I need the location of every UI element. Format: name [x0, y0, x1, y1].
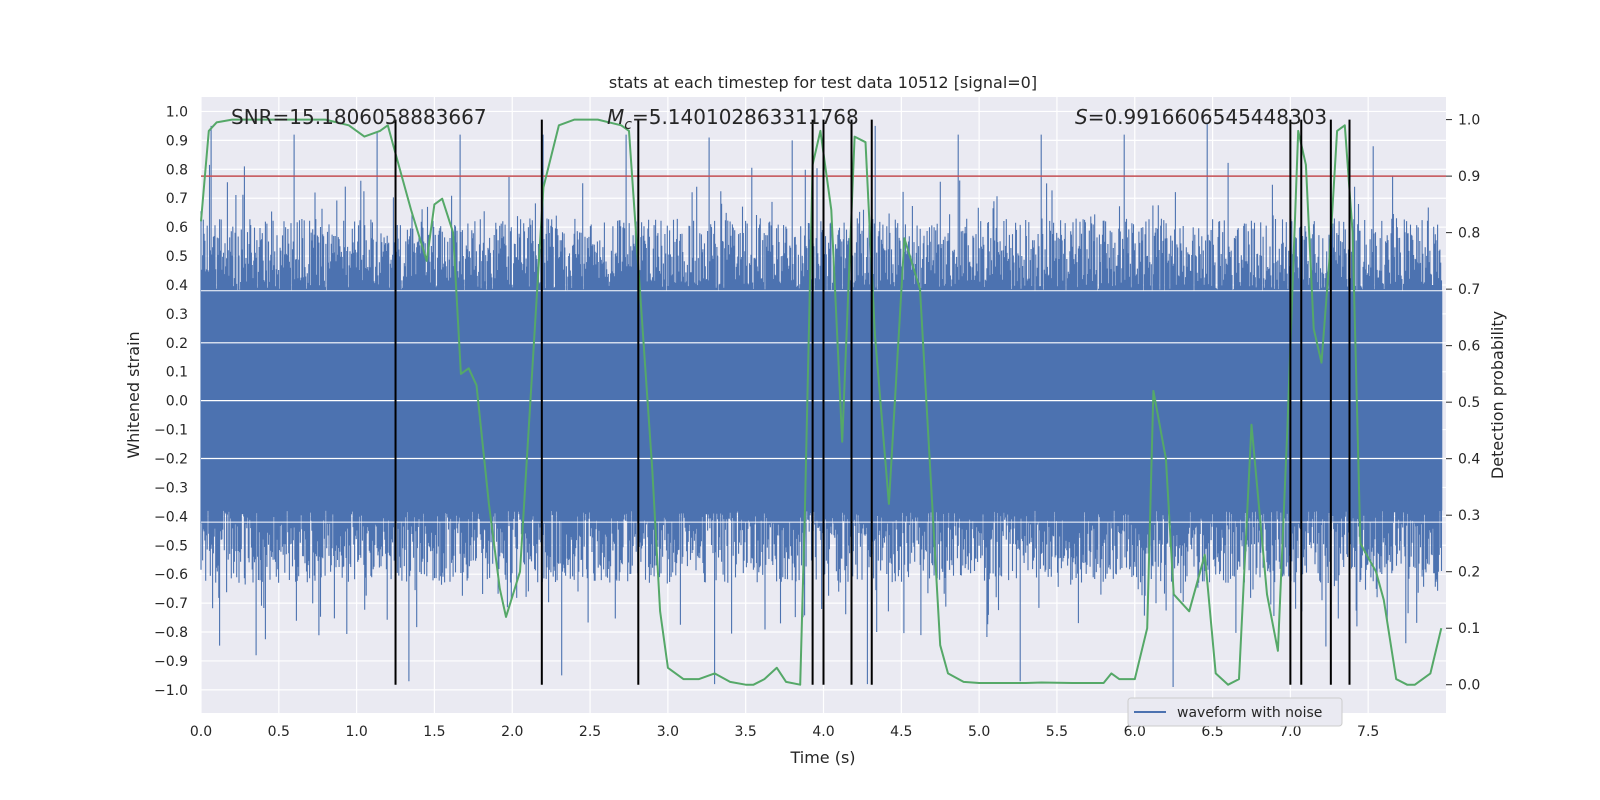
y-left-tick-label: −0.9: [154, 654, 188, 670]
y-left-tick-label: −0.5: [154, 538, 188, 554]
s-symbol: S: [1075, 105, 1088, 129]
x-tick-label: 1.0: [345, 724, 367, 740]
y-left-tick-label: 0.2: [166, 336, 188, 352]
detection-markers: [394, 119, 1351, 685]
s-value: =0.9916606545448303: [1088, 105, 1327, 129]
y-left-tick-label: 0.7: [166, 191, 188, 207]
x-axis-ticks: 0.0 0.5 1.0 1.5 2.0 2.5 3.0 3.5 4.0 4.5 5.0 5.5 6.0 6…: [190, 724, 1379, 740]
x-tick-label: 1.5: [423, 724, 445, 740]
y-axis-left-label: Whitened strain: [124, 331, 143, 458]
y-right-tick-label: 0.5: [1458, 395, 1480, 411]
y-right-tick-label: 0.1: [1458, 621, 1480, 637]
legend-box: [1127, 697, 1343, 727]
x-tick-label: 0.0: [190, 724, 212, 740]
y-axis-right-label: Detection probability: [1488, 311, 1507, 479]
y-right-tick-label: 0.3: [1458, 508, 1480, 524]
snr-annotation: SNR=15.1806058883667: [231, 105, 487, 129]
y-right-tick-label: 0.8: [1458, 226, 1480, 242]
y-left-tick-label: 0.1: [166, 365, 188, 381]
x-axis-label: Time (s): [789, 748, 855, 767]
x-tick-label: 0.5: [268, 724, 290, 740]
legend: waveform with noise: [1127, 697, 1343, 727]
y-right-tick-label: 1.0: [1458, 113, 1480, 129]
y-right-tick-label: 0.0: [1458, 678, 1480, 694]
chirp-mass-value: =5.140102863311768: [632, 105, 859, 129]
y-right-tick-label: 0.7: [1458, 282, 1480, 298]
x-tick-label: 2.0: [501, 724, 523, 740]
y-right-tick-label: 0.4: [1458, 452, 1480, 468]
y-axis-left-ticks: 1.0 0.9 0.8 0.7 0.6 0.5 0.4 0.3 0.2 0.1 0.0 −0.1 −0.…: [154, 104, 188, 698]
x-tick-label: 3.5: [735, 724, 757, 740]
x-tick-label: 7.5: [1357, 724, 1379, 740]
chart-title: stats at each timestep for test data 105…: [609, 73, 1037, 92]
x-tick-label: 5.5: [1046, 724, 1068, 740]
y-left-tick-label: 0.5: [166, 249, 188, 265]
y-left-tick-label: −0.6: [154, 567, 188, 583]
y-left-tick-label: 1.0: [166, 104, 188, 120]
y-left-tick-label: 0.4: [166, 278, 188, 294]
x-tick-label: 4.0: [812, 724, 834, 740]
x-tick-label: 6.0: [1124, 724, 1146, 740]
x-tick-label: 4.5: [890, 724, 912, 740]
x-tick-label: 7.0: [1279, 724, 1301, 740]
y-right-tick-label: 0.9: [1458, 169, 1480, 185]
x-tick-label: 5.0: [968, 724, 990, 740]
y-left-tick-label: 0.8: [166, 162, 188, 178]
y-left-tick-label: −0.1: [154, 423, 188, 439]
detection-probability-series: [200, 118, 1443, 686]
chirp-mass-symbol: M: [607, 105, 624, 129]
detection-probability-line: [200, 118, 1443, 686]
legend-label: waveform with noise: [1177, 705, 1322, 721]
s-annotation: S=0.9916606545448303: [1075, 105, 1327, 129]
y-left-tick-label: −0.7: [154, 596, 188, 612]
y-left-tick-label: −1.0: [154, 683, 188, 699]
y-left-tick-label: 0.3: [166, 307, 188, 323]
y-left-tick-label: 0.0: [166, 394, 188, 410]
y-left-tick-label: −0.2: [154, 452, 188, 468]
y-left-tick-label: −0.8: [154, 625, 188, 641]
x-tick-label: 2.5: [579, 724, 601, 740]
y-left-tick-label: −0.3: [154, 480, 188, 496]
y-right-tick-label: 0.2: [1458, 565, 1480, 581]
x-tick-label: 6.5: [1201, 724, 1223, 740]
chirp-mass-subscript: c: [624, 117, 632, 133]
y-left-tick-label: 0.9: [166, 133, 188, 149]
x-tick-label: 3.0: [657, 724, 679, 740]
chirp-mass-annotation: Mc=5.140102863311768: [607, 105, 859, 133]
y-right-tick-label: 0.6: [1458, 339, 1480, 355]
y-left-tick-label: −0.4: [154, 509, 188, 525]
y-axis-right-ticks: 1.0 0.9 0.8 0.7 0.6 0.5 0.4 0.3 0.2 0.1 0.0: [1446, 113, 1480, 694]
y-left-tick-label: 0.6: [166, 220, 188, 236]
